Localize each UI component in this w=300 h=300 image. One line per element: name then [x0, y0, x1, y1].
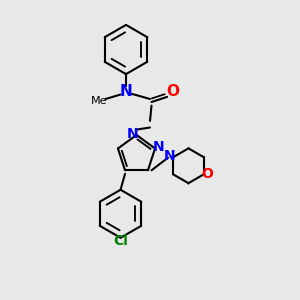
- Text: O: O: [166, 84, 179, 99]
- Text: Me: Me: [91, 96, 107, 106]
- Text: Cl: Cl: [113, 234, 128, 248]
- Text: N: N: [120, 84, 132, 99]
- Text: N: N: [164, 149, 176, 164]
- Text: N: N: [153, 140, 164, 154]
- Text: N: N: [127, 127, 139, 140]
- Text: O: O: [201, 167, 213, 182]
